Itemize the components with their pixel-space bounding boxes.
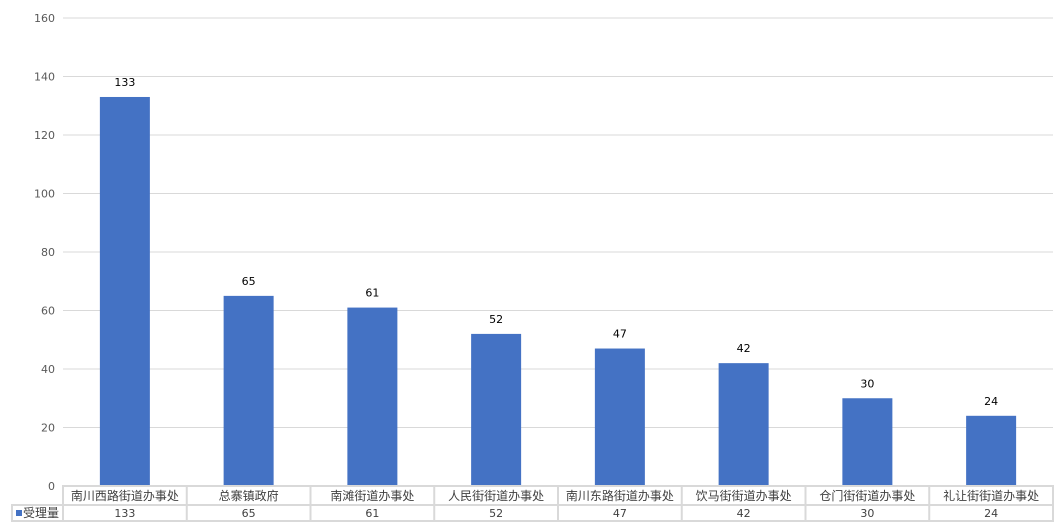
legend-label: 受理量 [23,506,59,520]
y-tick-label: 40 [41,363,55,376]
bar [718,363,769,486]
category-label: 南川东路街道办事处 [566,488,674,503]
y-tick-label: 140 [34,71,55,84]
data-label: 42 [737,342,751,355]
table-value: 133 [114,507,135,520]
bar [223,295,274,486]
bar [99,96,150,486]
category-label: 饮马街街道办事处 [696,488,792,503]
y-tick-label: 100 [34,188,55,201]
table-value: 24 [984,507,998,520]
data-label: 24 [984,395,998,408]
data-label: 47 [613,328,627,341]
category-label: 总寨镇政府 [219,488,279,503]
table-value: 30 [860,507,874,520]
table-value: 47 [613,507,627,520]
bar [966,415,1017,486]
data-label: 30 [860,377,874,390]
bar [471,333,522,486]
y-tick-label: 0 [48,480,55,493]
category-label: 仓门街街道办事处 [819,488,915,503]
table-value: 52 [489,507,503,520]
table-value: 42 [737,507,751,520]
category-label: 人民街街道办事处 [448,488,544,503]
y-tick-label: 20 [41,422,55,435]
data-label: 61 [365,287,379,300]
bar [594,348,645,486]
category-label: 南川西路街道办事处 [71,488,179,503]
table-value: 65 [242,507,256,520]
category-label: 南滩街道办事处 [330,488,414,503]
data-label: 52 [489,313,503,326]
y-tick-label: 120 [34,129,55,142]
bar [842,398,893,486]
y-tick-label: 60 [41,305,55,318]
data-label: 133 [114,76,135,89]
bar [347,307,398,486]
category-label: 礼让街街道办事处 [943,488,1039,503]
y-tick-label: 80 [41,246,55,259]
y-tick-label: 160 [34,12,55,25]
data-label: 65 [242,275,256,288]
legend-key [16,510,22,516]
table-value: 61 [365,507,379,520]
table-border [11,504,1054,522]
